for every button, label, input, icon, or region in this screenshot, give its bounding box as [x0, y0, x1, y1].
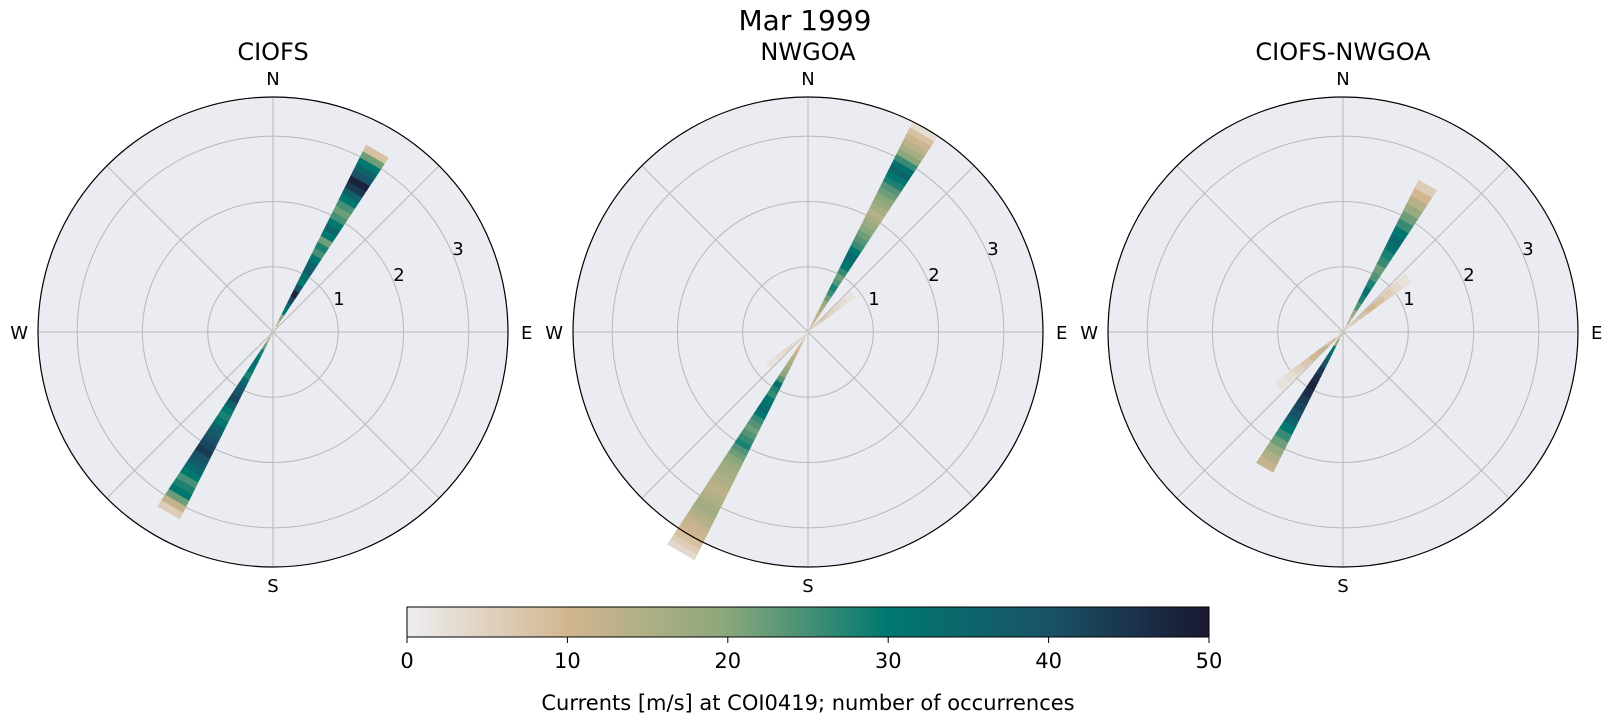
colorbar-gradient	[406, 606, 1210, 638]
polar-frame	[1107, 96, 1579, 568]
colorbar-ticks: 0 10 20 30 40 50	[400, 637, 1222, 673]
rose-segment	[1414, 179, 1438, 198]
panel-title: CIOFS-NWGOA	[1255, 38, 1431, 66]
wind-rose-bars	[1256, 179, 1438, 473]
rose-segment	[667, 539, 698, 561]
compass-label-s: S	[267, 576, 278, 597]
angular-gridline	[807, 331, 975, 499]
rose-segment	[157, 500, 184, 520]
angular-gridline	[1342, 165, 1510, 333]
angular-gridline	[272, 331, 440, 499]
panel-nwgoa: NWGOA N E S W 1 2 3	[545, 38, 1067, 597]
radial-tick-2: 2	[1463, 265, 1474, 286]
compass-label-s: S	[1337, 576, 1348, 597]
radial-tick-3: 3	[987, 239, 998, 260]
radial-tick-2: 2	[393, 265, 404, 286]
rose-segment	[362, 144, 389, 164]
colorbar-tick-label: 50	[1196, 649, 1223, 673]
colorbar-label: Currents [m/s] at COI0419; number of occ…	[541, 691, 1074, 715]
rose-segment	[844, 291, 856, 303]
angular-gridline	[106, 165, 274, 333]
colorbar-tick-label: 0	[400, 649, 413, 673]
angular-gridline	[641, 331, 809, 499]
angular-gridline	[106, 331, 274, 499]
radial-tick-1: 1	[333, 289, 344, 310]
polar-grid	[573, 97, 1043, 567]
rose-segment	[1396, 273, 1412, 289]
compass-label-n: N	[1336, 69, 1349, 90]
angular-gridline	[272, 165, 440, 333]
panel-title: NWGOA	[760, 38, 856, 66]
compass-label-w: W	[1080, 323, 1098, 344]
compass-label-e: E	[1591, 323, 1602, 344]
wind-rose-bars	[667, 121, 939, 561]
panel-ciofs-nwgoa: CIOFS-NWGOA N E S W 1 2 3	[1080, 38, 1602, 597]
compass-label-n: N	[801, 69, 814, 90]
compass-label-s: S	[802, 576, 813, 597]
rose-segment	[1274, 375, 1290, 391]
polar-frame	[572, 96, 1044, 568]
panel-ciofs: CIOFS N E S W 1 2 3	[10, 38, 532, 597]
wind-rose-bars	[157, 144, 389, 520]
angular-gridline	[1342, 331, 1510, 499]
colorbar-tick-label: 20	[714, 649, 741, 673]
compass-label-n: N	[266, 69, 279, 90]
radial-tick-3: 3	[1522, 239, 1533, 260]
rose-segment	[765, 356, 779, 369]
angular-gridline	[641, 165, 809, 333]
compass-label-e: E	[521, 323, 532, 344]
compass-label-e: E	[1056, 323, 1067, 344]
radial-tick-2: 2	[928, 265, 939, 286]
figure-title: Mar 1999	[739, 4, 872, 37]
panel-title: CIOFS	[237, 38, 308, 66]
radial-tick-1: 1	[868, 289, 879, 310]
radial-tick-3: 3	[452, 239, 463, 260]
radial-tick-1: 1	[1403, 289, 1414, 310]
colorbar: 0 10 20 30 40 50 Currents [m/s] at COI0419; n…	[400, 606, 1222, 715]
colorbar-tick-label: 10	[554, 649, 581, 673]
polar-grid	[38, 97, 508, 567]
colorbar-tick-label: 30	[875, 649, 902, 673]
rose-segment	[1256, 455, 1278, 473]
polar-frame	[37, 96, 509, 568]
polar-grid	[1108, 97, 1578, 567]
angular-gridline	[807, 165, 975, 333]
angular-gridline	[1176, 165, 1344, 333]
angular-gridline	[1176, 331, 1344, 499]
compass-label-w: W	[10, 323, 28, 344]
colorbar-tick-label: 40	[1035, 649, 1062, 673]
compass-label-w: W	[545, 323, 563, 344]
